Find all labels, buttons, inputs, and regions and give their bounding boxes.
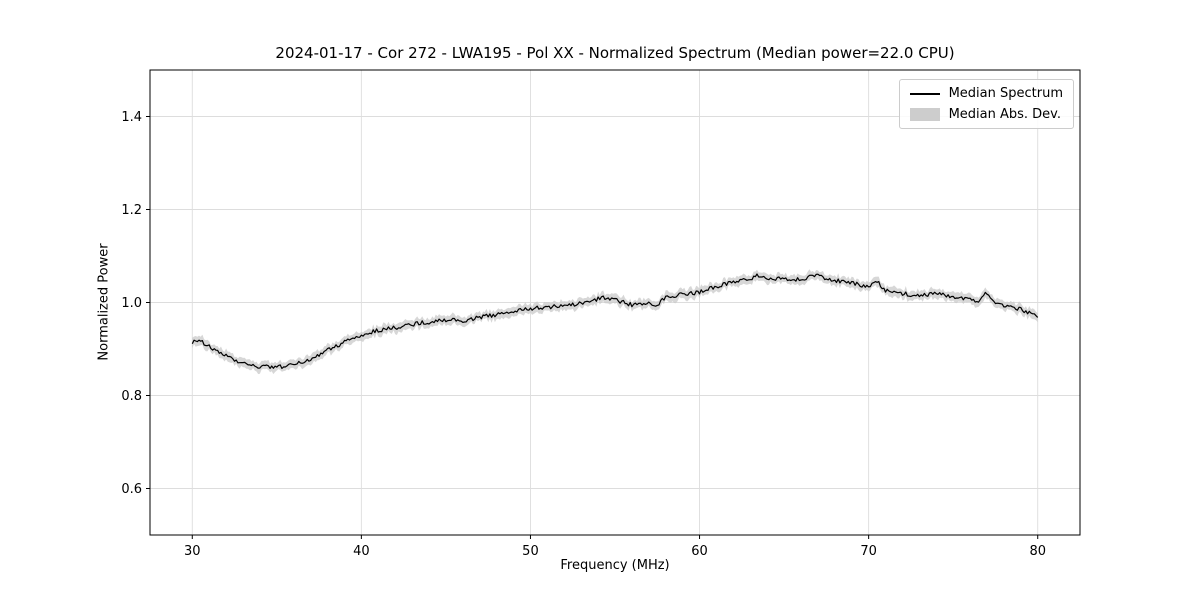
chart-title: 2024-01-17 - Cor 272 - LWA195 - Pol XX -…	[275, 44, 955, 62]
legend-label-median-abs-dev: Median Abs. Dev.	[948, 107, 1062, 122]
legend-item-median-abs-dev: Median Abs. Dev.	[909, 107, 1063, 122]
svg-text:50: 50	[522, 544, 539, 559]
legend-label-median-spectrum: Median Spectrum	[948, 86, 1063, 101]
legend: Median Spectrum Median Abs. Dev.	[898, 79, 1074, 129]
svg-text:70: 70	[860, 544, 877, 559]
y-axis-label: Normalized Power	[96, 243, 112, 361]
svg-text:0.6: 0.6	[121, 482, 142, 497]
x-axis-label: Frequency (MHz)	[560, 558, 670, 573]
legend-item-median-spectrum: Median Spectrum	[909, 86, 1063, 101]
svg-text:1.4: 1.4	[121, 110, 142, 125]
svg-text:0.8: 0.8	[121, 389, 142, 404]
svg-text:80: 80	[1029, 544, 1046, 559]
svg-text:60: 60	[691, 544, 708, 559]
median-line-swatch-icon	[909, 92, 940, 95]
svg-text:30: 30	[184, 544, 201, 559]
mad-band-swatch-icon	[909, 108, 940, 121]
svg-text:1.0: 1.0	[121, 296, 142, 311]
svg-text:40: 40	[353, 544, 370, 559]
svg-text:1.2: 1.2	[121, 203, 142, 218]
